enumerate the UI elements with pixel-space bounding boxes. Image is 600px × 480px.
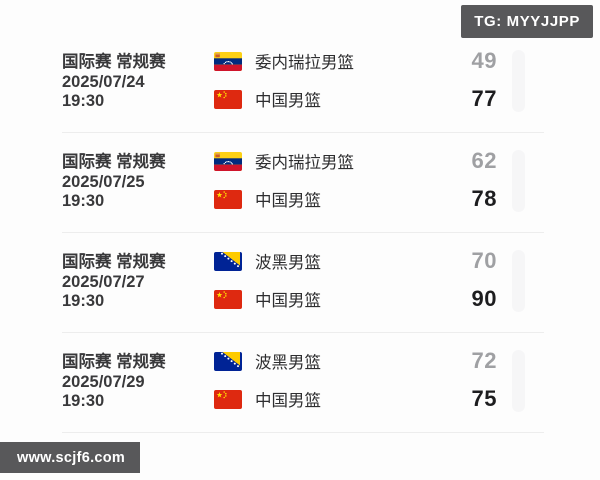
team-name: 中国男篮 bbox=[255, 292, 321, 310]
website-watermark-badge: www.scjf6.com bbox=[0, 442, 141, 473]
league-label: 国际赛 常规赛 bbox=[62, 153, 166, 171]
match-time: 19:30 bbox=[62, 292, 105, 310]
china-flag-icon bbox=[214, 289, 242, 309]
team-score: 72 bbox=[471, 348, 497, 373]
bosnia-flag-icon bbox=[214, 251, 242, 271]
venezuela-flag-icon bbox=[214, 51, 242, 71]
china-flag-icon bbox=[214, 89, 242, 109]
team-row: 波黑男篮 72 bbox=[214, 348, 497, 374]
league-label: 国际赛 常规赛 bbox=[62, 253, 166, 271]
row-divider bbox=[62, 432, 544, 433]
team-row: 中国男篮 77 bbox=[214, 86, 497, 112]
row-divider bbox=[62, 332, 544, 333]
team-name: 波黑男篮 bbox=[255, 354, 321, 372]
team-name: 委内瑞拉男篮 bbox=[255, 154, 354, 172]
team-row: 波黑男篮 70 bbox=[214, 248, 497, 274]
match-card[interactable]: 国际赛 常规赛 2025/07/27 19:30 波黑男篮 70 中国男篮 90 bbox=[0, 248, 600, 348]
team-name: 中国男篮 bbox=[255, 392, 321, 410]
team-score: 62 bbox=[471, 148, 497, 173]
row-divider bbox=[62, 232, 544, 233]
score-column-strip bbox=[512, 50, 525, 112]
team-score: 75 bbox=[471, 386, 497, 411]
league-label: 国际赛 常规赛 bbox=[62, 353, 166, 371]
team-name: 中国男篮 bbox=[255, 92, 321, 110]
venezuela-flag-icon bbox=[214, 151, 242, 171]
match-date: 2025/07/24 bbox=[62, 72, 145, 91]
china-flag-icon bbox=[214, 389, 242, 409]
score-column-strip bbox=[512, 150, 525, 212]
team-row: 中国男篮 75 bbox=[214, 386, 497, 412]
match-info: 国际赛 常规赛 2025/07/27 19:30 bbox=[62, 253, 166, 312]
team-score: 49 bbox=[471, 48, 497, 73]
match-card[interactable]: 国际赛 常规赛 2025/07/29 19:30 波黑男篮 72 中国男篮 75 bbox=[0, 348, 600, 448]
team-name: 波黑男篮 bbox=[255, 254, 321, 272]
match-info: 国际赛 常规赛 2025/07/24 19:30 bbox=[62, 53, 166, 112]
match-time: 19:30 bbox=[62, 392, 105, 410]
match-date: 2025/07/29 bbox=[62, 372, 145, 391]
match-date: 2025/07/27 bbox=[62, 272, 145, 291]
match-card[interactable]: 国际赛 常规赛 2025/07/24 19:30 委内瑞拉男篮 49 中国男篮 … bbox=[0, 48, 600, 148]
team-score: 90 bbox=[471, 286, 497, 311]
match-time: 19:30 bbox=[62, 92, 105, 110]
match-card[interactable]: 国际赛 常规赛 2025/07/25 19:30 委内瑞拉男篮 62 中国男篮 … bbox=[0, 148, 600, 248]
score-column-strip bbox=[512, 250, 525, 312]
score-column-strip bbox=[512, 350, 525, 412]
team-score: 78 bbox=[471, 186, 497, 211]
team-row: 委内瑞拉男篮 62 bbox=[214, 148, 497, 174]
match-info: 国际赛 常规赛 2025/07/29 19:30 bbox=[62, 353, 166, 412]
team-score: 77 bbox=[471, 86, 497, 111]
league-label: 国际赛 常规赛 bbox=[62, 53, 166, 71]
match-info: 国际赛 常规赛 2025/07/25 19:30 bbox=[62, 153, 166, 212]
team-score: 70 bbox=[471, 248, 497, 273]
team-row: 委内瑞拉男篮 49 bbox=[214, 48, 497, 74]
team-row: 中国男篮 90 bbox=[214, 286, 497, 312]
match-date: 2025/07/25 bbox=[62, 172, 145, 191]
team-row: 中国男篮 78 bbox=[214, 186, 497, 212]
team-name: 委内瑞拉男篮 bbox=[255, 54, 354, 72]
row-divider bbox=[62, 132, 544, 133]
telegram-watermark-badge: TG: MYYJJPP bbox=[461, 5, 593, 38]
team-name: 中国男篮 bbox=[255, 192, 321, 210]
match-time: 19:30 bbox=[62, 192, 105, 210]
bosnia-flag-icon bbox=[214, 351, 242, 371]
china-flag-icon bbox=[214, 189, 242, 209]
